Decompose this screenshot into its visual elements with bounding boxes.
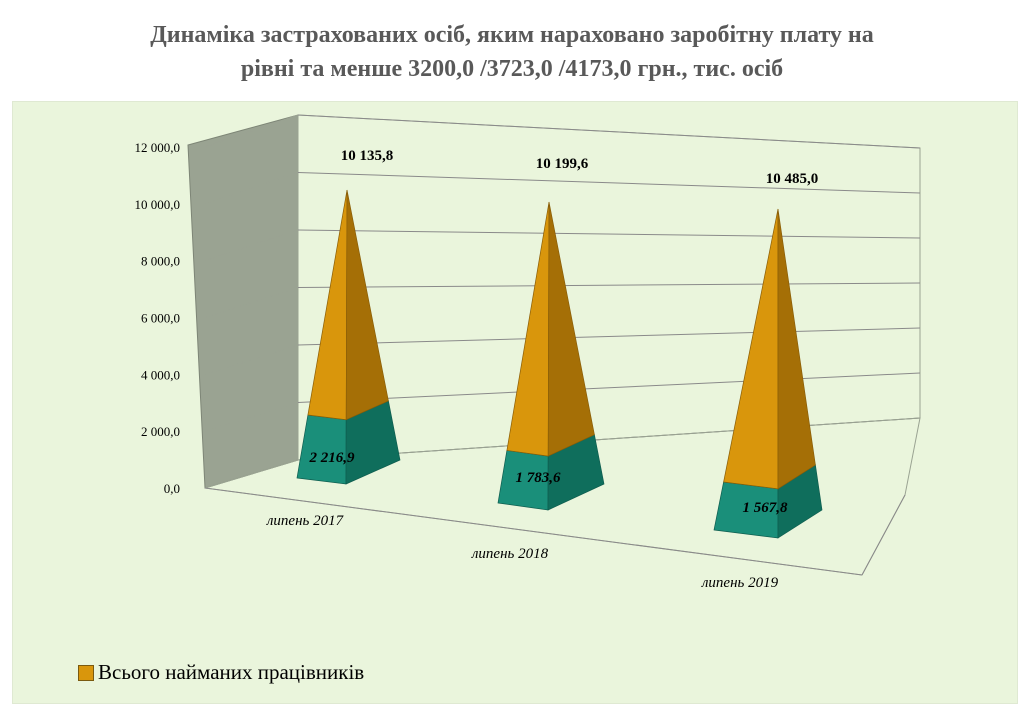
- pyramid-total-side: [547, 201, 595, 457]
- chart-title: Динаміка застрахованих осіб, яким нарахо…: [0, 18, 1024, 86]
- gridline-side: [204, 114, 299, 148]
- y-tick-label: 4 000,0: [141, 367, 180, 382]
- y-tick-label: 6 000,0: [141, 311, 180, 326]
- gridline: [297, 172, 921, 194]
- total-value-label: 10 199,6: [536, 156, 589, 172]
- pyramid: [497, 201, 605, 511]
- total-value-label: 10 135,8: [341, 148, 394, 164]
- y-tick-label: 2 000,0: [141, 424, 180, 439]
- pyramid: [296, 189, 401, 485]
- x-axis-line: [204, 487, 863, 576]
- side-wall: [187, 114, 299, 489]
- legend-swatch-icon: [78, 664, 94, 681]
- low-value-label: 1 783,6: [516, 470, 562, 486]
- x-category-label: липень 2019: [701, 575, 779, 591]
- pyramid-total-side: [777, 208, 816, 490]
- title-line-1: Динаміка застрахованих осіб, яким нарахо…: [150, 22, 874, 48]
- total-value-label: 10 485,0: [766, 171, 819, 187]
- x-category-label: липень 2017: [266, 513, 345, 529]
- x-category-label: липень 2018: [471, 546, 549, 562]
- gridline: [297, 282, 921, 288]
- title-line-2: рівні та менше 3200,0 /3723,0 /4173,0 гр…: [240, 56, 784, 82]
- gridline: [297, 229, 921, 239]
- y-tick-label: 0,0: [164, 481, 180, 496]
- low-value-label: 2 216,9: [309, 450, 356, 466]
- gridline: [297, 327, 921, 346]
- gridline-side: [204, 287, 299, 318]
- gridline: [297, 114, 921, 149]
- y-tick-label: 12 000,0: [135, 140, 181, 155]
- pyramid-total-side: [345, 189, 389, 421]
- y-tick-label: 8 000,0: [141, 254, 180, 269]
- pyramid: [713, 208, 823, 539]
- gridline-side: [204, 172, 299, 205]
- y-tick-label: 10 000,0: [135, 197, 181, 212]
- gridline: [297, 372, 921, 403]
- legend: Всього найманих працівників: [78, 660, 364, 685]
- gridline-side: [204, 402, 299, 432]
- back-wall: [297, 114, 921, 461]
- floor-edge: [861, 494, 906, 576]
- low-value-label: 1 567,8: [743, 500, 789, 516]
- gridline-side: [204, 344, 299, 375]
- gridline-side: [204, 229, 299, 262]
- legend-label: Всього найманих працівників: [98, 660, 365, 684]
